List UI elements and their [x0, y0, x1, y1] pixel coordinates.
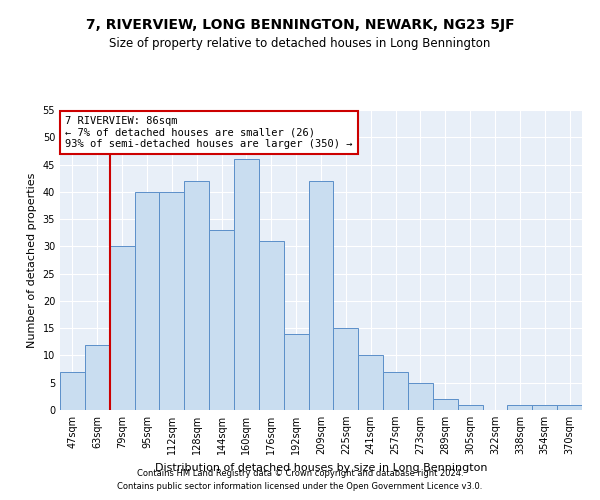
Text: Size of property relative to detached houses in Long Bennington: Size of property relative to detached ho…: [109, 38, 491, 51]
Y-axis label: Number of detached properties: Number of detached properties: [27, 172, 37, 348]
Bar: [433, 399, 458, 410]
Bar: [259, 241, 284, 410]
Bar: [557, 404, 582, 410]
Text: Contains HM Land Registry data © Crown copyright and database right 2024.: Contains HM Land Registry data © Crown c…: [137, 468, 463, 477]
Bar: [60, 372, 85, 410]
X-axis label: Distribution of detached houses by size in Long Bennington: Distribution of detached houses by size …: [155, 462, 487, 472]
Bar: [334, 328, 358, 410]
Bar: [458, 404, 482, 410]
Text: 7 RIVERVIEW: 86sqm
← 7% of detached houses are smaller (26)
93% of semi-detached: 7 RIVERVIEW: 86sqm ← 7% of detached hous…: [65, 116, 353, 149]
Bar: [85, 344, 110, 410]
Bar: [532, 404, 557, 410]
Bar: [134, 192, 160, 410]
Bar: [284, 334, 308, 410]
Text: 7, RIVERVIEW, LONG BENNINGTON, NEWARK, NG23 5JF: 7, RIVERVIEW, LONG BENNINGTON, NEWARK, N…: [86, 18, 514, 32]
Bar: [209, 230, 234, 410]
Bar: [184, 181, 209, 410]
Bar: [110, 246, 134, 410]
Bar: [234, 159, 259, 410]
Bar: [383, 372, 408, 410]
Bar: [358, 356, 383, 410]
Bar: [408, 382, 433, 410]
Bar: [308, 181, 334, 410]
Bar: [508, 404, 532, 410]
Text: Contains public sector information licensed under the Open Government Licence v3: Contains public sector information licen…: [118, 482, 482, 491]
Bar: [160, 192, 184, 410]
